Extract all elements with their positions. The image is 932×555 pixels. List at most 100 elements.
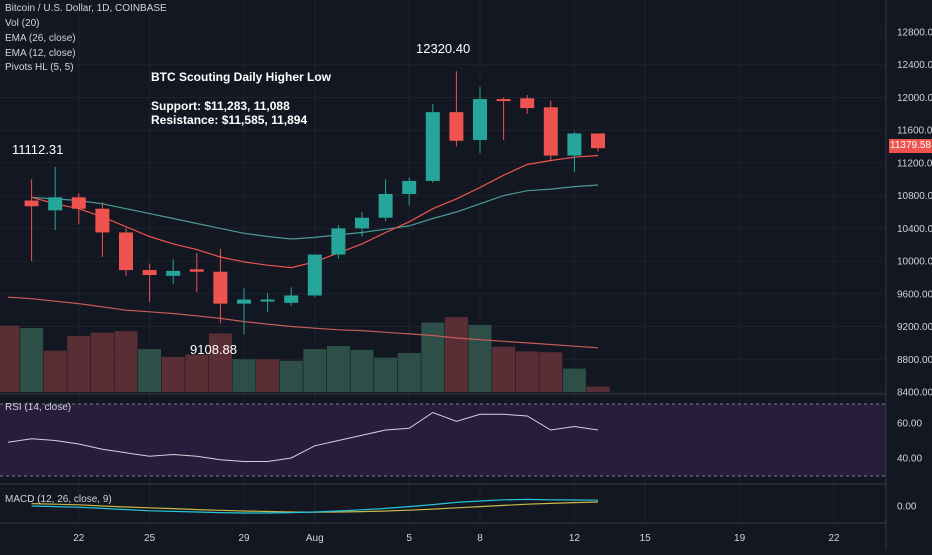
volume-bar xyxy=(232,359,256,392)
volume-bar xyxy=(539,352,563,392)
candle-body xyxy=(520,98,535,109)
pivot-high-left-label: 11112.31 xyxy=(12,142,64,157)
rsi-line xyxy=(7,411,599,462)
candle-body xyxy=(24,200,39,207)
candle-body xyxy=(95,208,110,233)
candle-body xyxy=(449,112,464,141)
volume-bar xyxy=(586,386,610,392)
price-tick-label: 11600.00 xyxy=(897,126,932,137)
candle-body xyxy=(591,133,605,149)
volume-bar xyxy=(397,353,421,392)
candle-body xyxy=(284,295,299,303)
volume-bar xyxy=(138,349,162,392)
rsi-series xyxy=(7,411,599,462)
current-price-tag: 11379.58 xyxy=(889,139,932,153)
candle-body xyxy=(567,133,582,156)
moving-averages xyxy=(7,154,599,349)
candle-body xyxy=(237,299,251,304)
volume-bar xyxy=(468,324,492,392)
date-tick-label: 29 xyxy=(238,533,250,544)
macd-tick-label: 0.00 xyxy=(897,502,917,513)
candle-body xyxy=(331,228,346,255)
pivot-low-label: 9108.88 xyxy=(190,342,237,357)
volume-bar xyxy=(90,332,114,392)
candle-body xyxy=(473,99,487,140)
date-tick-label: 12 xyxy=(569,533,581,544)
annotation-title[interactable]: BTC Scouting Daily Higher Low xyxy=(151,70,332,84)
volume-bar xyxy=(562,368,586,392)
volume-bar xyxy=(492,346,516,392)
ema12-legend[interactable]: EMA (12, close) xyxy=(5,48,76,59)
ema26-legend[interactable]: EMA (26, close) xyxy=(5,33,76,44)
rsi-band xyxy=(0,404,886,476)
volume-bar xyxy=(0,325,20,392)
price-tick-label: 10400.00 xyxy=(897,224,932,235)
candlesticks xyxy=(24,71,605,334)
lower-ma-line xyxy=(7,296,599,349)
volume-bar xyxy=(208,333,232,392)
annotation-resistance[interactable]: Resistance: $11,585, 11,894 xyxy=(151,113,308,127)
volume-bar xyxy=(20,328,44,392)
volume-legend[interactable]: Vol (20) xyxy=(5,18,40,29)
price-tick-label: 12000.00 xyxy=(897,93,932,104)
volume-bar xyxy=(67,335,91,392)
volume-bar xyxy=(326,345,350,392)
candle-body xyxy=(260,299,275,302)
date-tick-label: 8 xyxy=(477,533,483,544)
date-tick-label: 22 xyxy=(73,533,85,544)
volume-bar xyxy=(161,356,185,392)
candle-body xyxy=(142,270,157,275)
volume-bar xyxy=(279,360,303,392)
price-tick-label: 10000.00 xyxy=(897,257,932,268)
candle-body xyxy=(496,99,511,102)
price-tick-label: 9200.00 xyxy=(897,322,932,333)
volume-bar xyxy=(256,359,280,392)
macd-legend[interactable]: MACD (12, 26, close, 9) xyxy=(5,494,112,505)
price-tick-label: 12400.00 xyxy=(897,60,932,71)
price-tick-label: 8400.00 xyxy=(897,388,932,399)
candle-body xyxy=(378,194,393,218)
date-tick-label: 15 xyxy=(640,533,652,544)
candle-body xyxy=(166,270,181,276)
candle-body xyxy=(402,180,417,194)
pivot-high-label: 12320.40 xyxy=(416,41,471,56)
date-tick-label: 22 xyxy=(828,533,840,544)
candle-body xyxy=(543,107,558,156)
volume-bar xyxy=(444,317,468,392)
volume-bar xyxy=(185,354,209,392)
price-tick-label: 11200.00 xyxy=(897,158,932,169)
candle-body xyxy=(48,197,63,211)
macd-lines xyxy=(31,498,599,514)
symbol-legend[interactable]: Bitcoin / U.S. Dollar, 1D, COINBASE xyxy=(5,3,167,14)
candle-body xyxy=(71,197,86,209)
price-tick-label: 9600.00 xyxy=(897,289,932,300)
rsi-tick-label: 40.00 xyxy=(897,454,922,465)
candle-body xyxy=(119,232,133,271)
rsi-legend[interactable]: RSI (14, close) xyxy=(5,402,72,413)
date-tick-label: 5 xyxy=(406,533,412,544)
price-tick-label: 8800.00 xyxy=(897,355,932,366)
date-tick-label: Aug xyxy=(306,533,324,544)
price-tick-label: 12800.00 xyxy=(897,28,932,39)
candle-body xyxy=(425,112,440,181)
pivots-legend[interactable]: Pivots HL (5, 5) xyxy=(5,62,74,73)
volume-bars xyxy=(0,317,610,392)
volume-bar xyxy=(374,357,398,392)
macd-line xyxy=(31,498,599,514)
candle-body xyxy=(189,269,204,272)
rsi-tick-label: 60.00 xyxy=(897,419,922,430)
candle-body xyxy=(213,271,228,304)
volume-bar xyxy=(43,350,67,392)
volume-bar xyxy=(350,349,374,392)
volume-bar xyxy=(421,322,445,392)
date-tick-label: 19 xyxy=(734,533,746,544)
volume-bar xyxy=(114,331,138,392)
volume-bar xyxy=(303,349,327,392)
date-axis[interactable]: 22 25 29 Aug 5 8 12 15 19 22 xyxy=(73,533,840,544)
date-tick-label: 25 xyxy=(144,533,156,544)
ema26-line xyxy=(31,184,599,240)
price-axis[interactable]: 12800.00 12400.00 12000.00 11600.00 11200.00… xyxy=(897,28,932,513)
annotation-support[interactable]: Support: $11,283, 11,088 xyxy=(151,99,290,113)
